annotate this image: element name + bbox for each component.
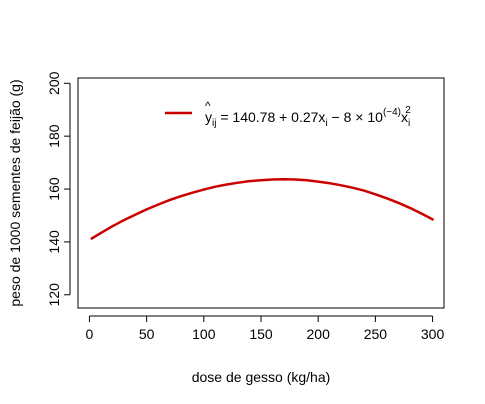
eq-part3: x (401, 109, 408, 125)
x-tick-label: 200 (307, 326, 331, 342)
y-tick-label: 140 (46, 230, 62, 254)
eq-part1: = 140.78 + 0.27x (216, 109, 325, 125)
x-tick-label: 100 (192, 326, 216, 342)
y-tick-label: 180 (46, 124, 62, 148)
eq-exponent: (−4) (383, 107, 401, 118)
eq-sup2: 2 (405, 105, 411, 116)
y-tick-label: 200 (46, 71, 62, 95)
y-tick-label: 120 (46, 283, 62, 307)
x-tick-label: 0 (86, 326, 94, 342)
eq-sub-ij: ij (212, 118, 216, 129)
y-tick-label: 160 (46, 177, 62, 201)
y-axis: 120 140 160 180 200 (46, 71, 71, 307)
x-tick-label: 150 (249, 326, 273, 342)
x-tick-label: 50 (139, 326, 155, 342)
x-axis-label: dose de gesso (kg/ha) (192, 369, 331, 385)
plot-frame (77, 77, 445, 309)
eq-hat: ^ (205, 99, 211, 113)
x-tick-label: 250 (364, 326, 388, 342)
y-axis-label: peso de 1000 sementes de feijão (g) (7, 79, 23, 306)
eq-part2: − 8 × 10 (328, 109, 383, 125)
eq-sub-i1: i (325, 118, 327, 129)
eq-yhat: y (205, 109, 212, 125)
eq-sub-i2: i (408, 118, 410, 129)
legend-equation: yij = 140.78 + 0.27xi − 8 × 10(−4)xi2 (205, 105, 411, 129)
x-axis: 0 50 100 150 200 250 300 (86, 315, 445, 342)
legend: yij = 140.78 + 0.27xi − 8 × 10(−4)xi2 ^ (165, 99, 411, 129)
x-tick-label: 300 (421, 326, 445, 342)
fitted-curve (90, 178, 434, 240)
